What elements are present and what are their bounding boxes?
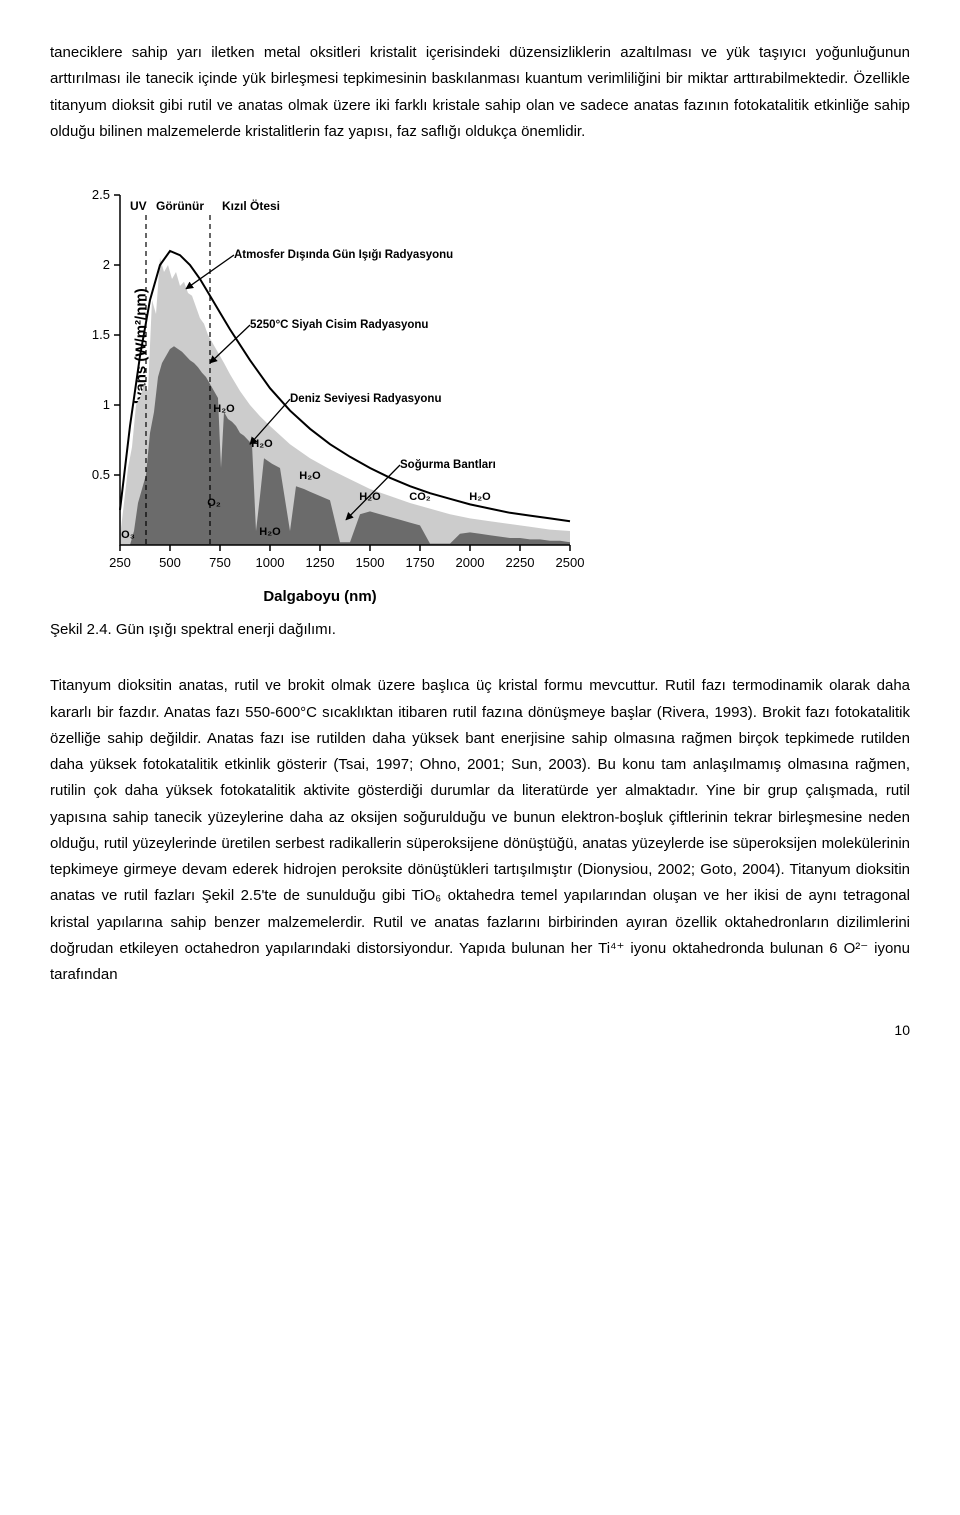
svg-text:1500: 1500 (356, 555, 385, 570)
svg-text:500: 500 (159, 555, 181, 570)
svg-text:Kızıl Ötesi: Kızıl Ötesi (222, 198, 280, 213)
svg-text:H₂O: H₂O (299, 470, 321, 482)
svg-text:2000: 2000 (456, 555, 485, 570)
svg-text:H₂O: H₂O (469, 491, 491, 503)
svg-text:1: 1 (103, 397, 110, 412)
svg-text:2: 2 (103, 257, 110, 272)
svg-text:Görünür: Görünür (156, 199, 204, 213)
svg-text:750: 750 (209, 555, 231, 570)
svg-text:1250: 1250 (306, 555, 335, 570)
chart-svg: 250 500 750 1000 1250 1500 1750 2000 2250 2500 0.5… (50, 175, 590, 605)
figure-2-4: Spektral Radyans (W/m²/nm) Dalgaboyu (nm… (50, 175, 910, 643)
svg-text:H₂O: H₂O (259, 526, 281, 538)
page-number: 10 (50, 1018, 910, 1043)
svg-text:Atmosfer Dışında Gün Işığı Rad: Atmosfer Dışında Gün Işığı Radyasyonu (234, 249, 453, 261)
svg-text:1.5: 1.5 (92, 327, 110, 342)
svg-text:5250°C Siyah Cisim Radyasyonu: 5250°C Siyah Cisim Radyasyonu (250, 319, 428, 331)
svg-text:Soğurma Bantları: Soğurma Bantları (400, 459, 496, 471)
svg-text:H₂O: H₂O (359, 491, 381, 503)
svg-text:CO₂: CO₂ (409, 491, 431, 503)
figure-caption: Şekil 2.4. Gün ışığı spektral enerji dağ… (50, 617, 910, 643)
svg-text:2250: 2250 (506, 555, 535, 570)
svg-text:Deniz Seviyesi Radyasyonu: Deniz Seviyesi Radyasyonu (290, 393, 441, 405)
paragraph-1: taneciklere sahip yarı iletken metal oks… (50, 40, 910, 145)
paragraph-2: Titanyum dioksitin anatas, rutil ve brok… (50, 673, 910, 988)
svg-text:1000: 1000 (256, 555, 285, 570)
svg-text:O₃: O₃ (121, 529, 135, 541)
svg-text:H₂O: H₂O (213, 403, 235, 415)
svg-text:H₂O: H₂O (251, 438, 273, 450)
spectral-chart: Spektral Radyans (W/m²/nm) Dalgaboyu (nm… (50, 175, 590, 605)
svg-text:O₂: O₂ (207, 497, 221, 509)
svg-text:0.5: 0.5 (92, 467, 110, 482)
svg-text:2.5: 2.5 (92, 187, 110, 202)
svg-text:2500: 2500 (556, 555, 585, 570)
svg-text:250: 250 (109, 555, 131, 570)
svg-text:UV: UV (130, 199, 147, 213)
svg-text:1750: 1750 (406, 555, 435, 570)
